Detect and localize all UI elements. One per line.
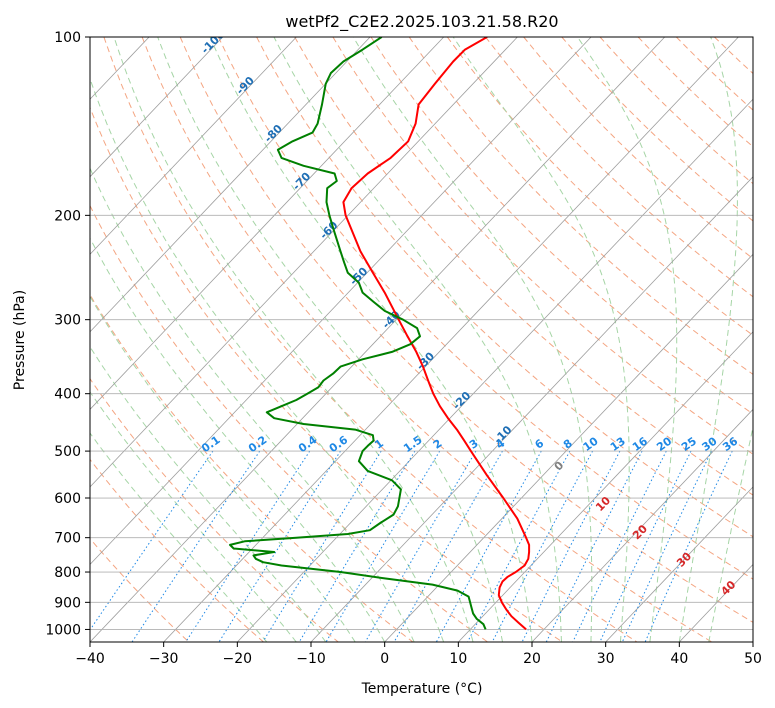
moist-adiabat	[113, 37, 474, 642]
y-tick-label: 1000	[45, 622, 81, 638]
isotherm-line	[90, 37, 445, 410]
dry-adiabat	[141, 37, 712, 642]
moist-adiabat	[577, 37, 678, 642]
isotherm-line	[605, 486, 753, 642]
x-tick-label: 10	[449, 651, 467, 667]
mixing-ratio-line	[298, 450, 416, 642]
y-tick-label: 800	[54, 565, 81, 581]
isotherm-line	[384, 253, 753, 642]
isotherm-line	[90, 37, 224, 178]
dry-adiabat	[179, 37, 753, 623]
moist-adiabat	[90, 432, 268, 642]
isotherm-line	[0, 37, 2, 642]
mixing-ratio-line	[621, 450, 712, 642]
x-tick-label: 30	[597, 651, 615, 667]
dry-adiabat	[217, 37, 753, 580]
mixing-ratio-line	[90, 450, 214, 631]
plot-background	[90, 37, 753, 642]
isotherm-line	[752, 641, 753, 642]
background-lines	[0, 37, 753, 642]
moist-adiabat	[273, 37, 562, 642]
moist-adiabat	[452, 37, 630, 642]
moist-adiabat	[157, 37, 503, 642]
isotherm-line	[90, 37, 666, 642]
y-tick-label: 200	[54, 208, 81, 224]
isotherm-line	[90, 37, 518, 488]
mixing-ratio-line	[599, 450, 692, 642]
isotherm-line	[237, 98, 753, 642]
moist-adiabat	[90, 346, 327, 642]
dry-adiabat	[90, 458, 264, 642]
y-tick-label: 100	[54, 30, 81, 46]
mixing-ratio-line	[521, 450, 621, 642]
mixing-ratio-line	[131, 450, 261, 642]
x-tick-label: 0	[380, 651, 389, 667]
mixing-ratio-line	[491, 450, 594, 642]
y-tick-label: 400	[54, 387, 81, 403]
moist-adiabat	[90, 295, 356, 642]
mixing-ratio-line	[467, 450, 571, 642]
y-tick-label: 700	[54, 531, 81, 547]
moist-adiabat	[90, 77, 445, 642]
mixing-ratio-line	[262, 450, 382, 642]
moist-adiabat	[678, 37, 738, 642]
mixing-ratio-line	[644, 450, 733, 642]
x-tick-label: −20	[223, 651, 253, 667]
isotherm-line	[90, 37, 297, 255]
isotherm-line	[90, 37, 371, 333]
dry-adiabat	[446, 37, 753, 336]
isotherm-line	[90, 37, 592, 566]
x-tick-label: −10	[296, 651, 326, 667]
moist-adiabat	[708, 424, 753, 642]
plot-frame	[89, 36, 754, 643]
mixing-ratio-line	[572, 450, 667, 642]
mixing-ratio-line	[545, 450, 643, 642]
dry-adiabat	[103, 37, 638, 642]
y-tick-label: 600	[54, 491, 81, 507]
moist-adiabat	[90, 391, 297, 642]
y-tick-label: 300	[54, 313, 81, 329]
x-tick-label: 50	[744, 651, 762, 667]
dewpoint-profile	[229, 37, 487, 630]
temperature-profile	[342, 37, 531, 631]
mixing-ratio-line	[435, 450, 542, 642]
x-tick-label: 20	[523, 651, 541, 667]
y-tick-label: 500	[54, 444, 81, 460]
x-tick-label: −30	[149, 651, 179, 667]
y-tick-label: 900	[54, 595, 81, 611]
y-axis-ticks: 100 200 300 400 500 600 700 800 900 1000	[45, 30, 90, 638]
chart-title: wetPf2_C2E2.2025.103.21.58.R20	[285, 12, 558, 32]
profiles	[229, 37, 531, 631]
moist-adiabat	[352, 37, 593, 642]
moist-adiabat	[90, 237, 386, 642]
isotherm-line	[310, 176, 753, 642]
isotherm-line	[458, 331, 753, 642]
dry-adiabat	[752, 37, 753, 39]
isotherm-line	[531, 408, 753, 642]
x-axis-ticks: −40 −30 −20 −10 0 10 20 30 40 50	[75, 642, 762, 667]
x-axis-label: Temperature (°C)	[361, 681, 483, 697]
mixing-ratio-line	[393, 450, 503, 642]
dry-adiabat	[90, 204, 488, 642]
dry-adiabat	[408, 37, 753, 375]
dry-adiabat	[370, 37, 753, 415]
dry-adiabat	[90, 106, 563, 642]
y-axis-label: Pressure (hPa)	[12, 290, 28, 390]
x-tick-label: 40	[670, 651, 688, 667]
x-tick-label: −40	[75, 651, 105, 667]
moist-adiabat	[209, 37, 533, 642]
